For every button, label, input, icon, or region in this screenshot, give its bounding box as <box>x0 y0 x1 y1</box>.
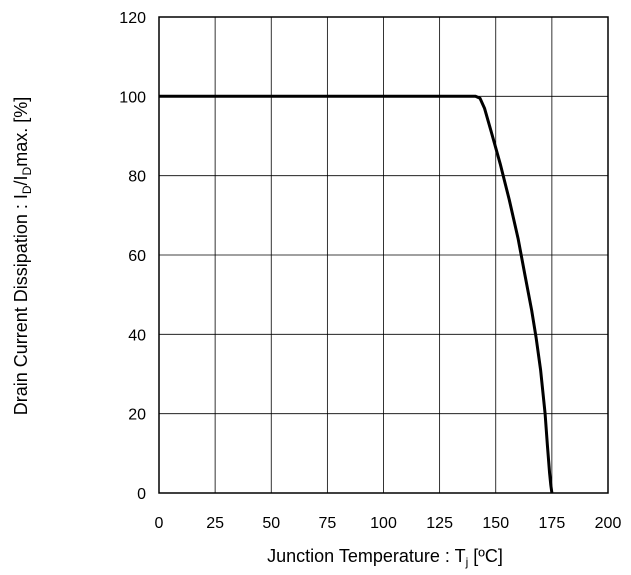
x-tick-label: 25 <box>206 515 224 532</box>
x-tick-label: 150 <box>482 515 509 532</box>
y-tick-label: 100 <box>119 89 146 106</box>
x-tick-label: 50 <box>262 515 280 532</box>
x-tick-label: 0 <box>155 515 164 532</box>
y-tick-label: 0 <box>137 486 146 503</box>
y-tick-label: 80 <box>128 169 146 186</box>
x-axis-label: Junction Temperature : Tj [ºC] <box>267 546 503 569</box>
y-tick-label: 20 <box>128 407 146 424</box>
y-tick-labels: 0 20 40 60 80 100 120 <box>119 10 146 503</box>
x-tick-label: 125 <box>426 515 453 532</box>
y-tick-label: 40 <box>128 327 146 344</box>
x-tick-label: 200 <box>595 515 622 532</box>
y-tick-label: 60 <box>128 248 146 265</box>
x-tick-label: 100 <box>370 515 397 532</box>
plot-frame <box>158 16 609 494</box>
series-layer <box>159 94 554 494</box>
y-tick-label: 120 <box>119 10 146 27</box>
x-tick-label: 75 <box>318 515 336 532</box>
y-axis-label: Drain Current Dissipation : ID/IDmax. [%… <box>11 97 34 415</box>
x-tick-label: 175 <box>539 515 566 532</box>
derating-curve <box>159 94 554 494</box>
grid-lines <box>158 16 609 494</box>
x-tick-labels: 0 25 50 75 100 125 150 175 200 <box>155 515 622 532</box>
